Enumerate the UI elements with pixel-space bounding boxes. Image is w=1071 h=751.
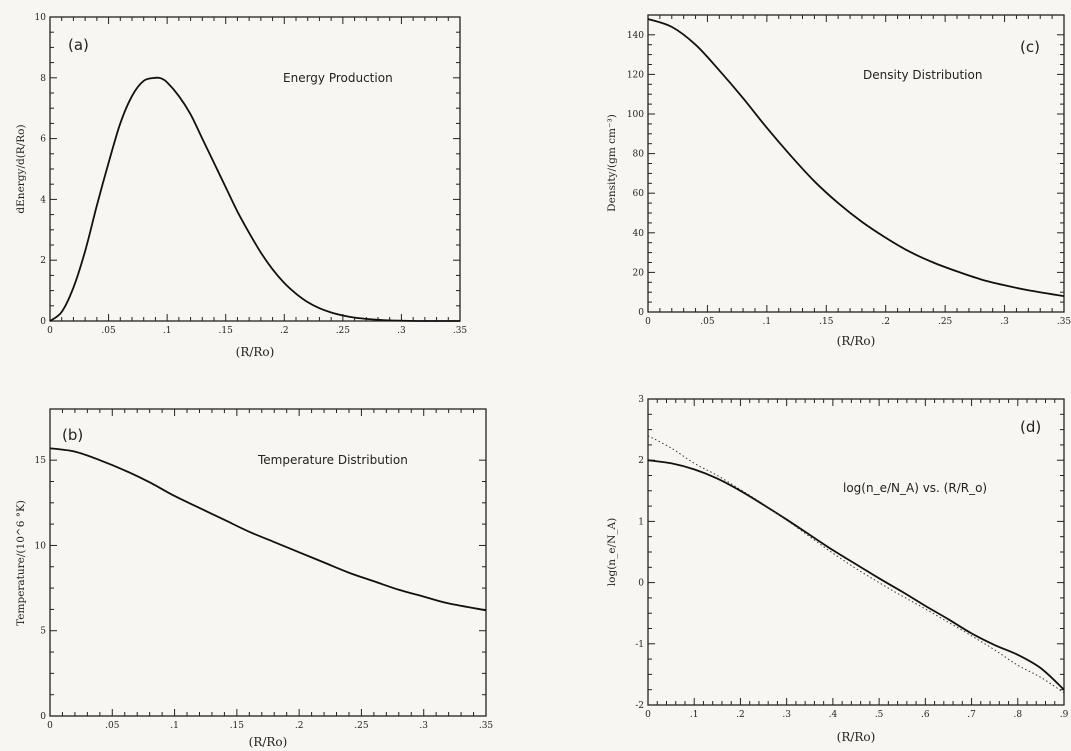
panel-c-x-tick-label: .3 xyxy=(1000,317,1009,327)
panel-d-x-tick-label: .7 xyxy=(967,710,976,720)
panel-a-y-tick-label: 2 xyxy=(40,256,46,266)
panel-d-x-tick-label: .2 xyxy=(736,710,745,720)
panel-c-x-axis-label: (R/Ro) xyxy=(837,334,876,348)
panel-a-x-tick-label: .35 xyxy=(453,326,468,336)
panel-b-letter: (b) xyxy=(62,426,83,444)
panel-c-x-tick-label: .05 xyxy=(700,317,715,327)
panel-d-letter: (d) xyxy=(1020,418,1041,436)
panel-b-x-tick-label: .3 xyxy=(419,721,428,731)
panel-c-y-axis-label: Density/(gm cm⁻³) xyxy=(606,114,618,212)
panel-a-x-ticks: 0 .05 .1 .15 .2 .25 .3 .35 xyxy=(47,17,467,336)
panel-a-y-tick-label: 8 xyxy=(40,74,46,84)
panel-a-x-tick-label: .25 xyxy=(336,326,351,336)
panel-d-x-tick-label: .5 xyxy=(875,710,884,720)
panel-a-title: Energy Production xyxy=(283,71,393,85)
panel-d-x-tick-label: .8 xyxy=(1013,710,1022,720)
panel-d-y-axis-label: log(n_e/N_A) xyxy=(606,518,618,586)
panel-d-y-tick-label: -1 xyxy=(635,640,644,650)
panel-d-y-tick-label: 3 xyxy=(638,395,644,405)
panel-a-x-tick-label: .05 xyxy=(101,326,116,336)
panel-d-title: log(n_e/N_A) vs. (R/R_o) xyxy=(843,481,987,495)
panel-a-y-axis-label: dEnergy/d(R/Ro) xyxy=(15,124,27,213)
panel-b-y-tick-label: 10 xyxy=(35,541,47,551)
panel-d-x-tick-label: .6 xyxy=(921,710,930,720)
panel-c-x-tick-label: .1 xyxy=(763,317,772,327)
panel-d-x-tick-label: 0 xyxy=(645,710,651,720)
panel-c-series-line xyxy=(647,18,1065,298)
panel-c-x-tick-label: 0 xyxy=(645,317,651,327)
panel-c-y-tick-label: 0 xyxy=(638,308,644,318)
panel-d-y-tick-label: 2 xyxy=(638,456,644,466)
panel-a-y-tick-label: 0 xyxy=(40,317,46,327)
panel-a-x-tick-label: .2 xyxy=(280,326,289,336)
panel-a-x-tick-label: .1 xyxy=(163,326,172,336)
panel-b-y-axis-label: Temperature/(10^6 °K) xyxy=(15,500,27,626)
panel-a-x-tick-label: .15 xyxy=(219,326,234,336)
panel-c-y-tick-label: 20 xyxy=(633,268,645,278)
panel-b-x-tick-label: 0 xyxy=(47,721,53,731)
panel-c-curves xyxy=(647,18,1065,298)
panel-c-y-tick-label: 60 xyxy=(633,189,645,199)
panel-b-x-ticks: 0 .05 .1 .15 .2 .25 .3 .35 xyxy=(47,409,493,731)
panel-b-y-tick-label: 5 xyxy=(40,627,46,637)
panel-d-series-line xyxy=(647,459,1065,691)
panel-b-x-tick-label: .15 xyxy=(230,721,245,731)
panel-d-y-ticks: -2 -1 0 1 2 3 xyxy=(635,395,1064,711)
panel-d-x-tick-label: .4 xyxy=(829,710,838,720)
panel-a-x-axis-label: (R/Ro) xyxy=(236,345,275,359)
panel-c-title: Density Distribution xyxy=(863,68,982,82)
panel-c-y-tick-label: 120 xyxy=(627,70,644,80)
panel-b-plot-frame xyxy=(49,408,487,717)
panel-b-y-tick-label: 15 xyxy=(35,456,47,466)
panel-b-curves xyxy=(49,447,487,612)
panel-b-x-tick-label: .1 xyxy=(170,721,179,731)
panel-d-dotted-series-line xyxy=(647,435,1065,694)
panel-c-y-tick-label: 80 xyxy=(633,150,645,160)
panel-b-series-line xyxy=(49,447,487,612)
panel-d-x-tick-label: .1 xyxy=(690,710,699,720)
panel-c-y-tick-label: 140 xyxy=(627,31,644,41)
panel-a-y-tick-label: 4 xyxy=(40,195,46,205)
panel-a-x-tick-label: 0 xyxy=(47,326,53,336)
panel-c-x-tick-label: .15 xyxy=(819,317,834,327)
panel-a-x-tick-label: .3 xyxy=(397,326,406,336)
panel-d-y-tick-label: 0 xyxy=(638,579,644,589)
panel-b-y-ticks: 0 5 10 15 xyxy=(35,456,486,722)
panel-c-x-tick-label: .25 xyxy=(938,317,953,327)
panel-a-y-ticks: 0 2 4 6 8 10 xyxy=(35,13,460,327)
panel-d-plot-frame xyxy=(647,398,1065,706)
panel-a-curves xyxy=(49,76,461,322)
panel-d-x-tick-label: .9 xyxy=(1060,710,1069,720)
panel-a-y-tick-label: 6 xyxy=(40,135,46,145)
panel-d-curves xyxy=(647,435,1065,694)
panel-d-y-tick-label: 1 xyxy=(638,517,644,527)
panel-a-letter: (a) xyxy=(68,36,89,54)
panel-c-x-tick-label: .35 xyxy=(1057,317,1071,327)
panel-d-x-axis-label: (R/Ro) xyxy=(837,730,876,744)
panel-c-y-tick-label: 100 xyxy=(627,110,644,120)
panel-b-title: Temperature Distribution xyxy=(257,453,408,467)
panel-b-x-tick-label: .05 xyxy=(105,721,120,731)
panel-a-series-line xyxy=(49,76,461,322)
panel-b-x-axis-label: (R/Ro) xyxy=(249,735,288,749)
panel-c-x-tick-label: .2 xyxy=(881,317,890,327)
panel-c-x-ticks: 0 .05 .1 .15 .2 .25 .3 .35 xyxy=(645,15,1071,327)
panel-b-x-tick-label: .2 xyxy=(295,721,304,731)
panel-c-y-tick-label: 40 xyxy=(633,229,645,239)
panel-b-x-tick-label: .35 xyxy=(479,721,494,731)
panel-d-y-tick-label: -2 xyxy=(635,701,644,711)
panel-c-letter: (c) xyxy=(1020,38,1040,56)
panel-b-y-tick-label: 0 xyxy=(40,712,46,722)
panel-c-y-ticks: 0 20 40 60 80 100 120 140 xyxy=(627,31,1064,318)
panel-b-x-tick-label: .25 xyxy=(354,721,369,731)
panel-a-y-tick-label: 10 xyxy=(35,13,47,23)
panel-d-x-tick-label: .3 xyxy=(782,710,791,720)
panel-d-x-ticks: 0 .1 .2 .3 .4 .5 .6 .7 .8 .9 xyxy=(645,399,1069,720)
